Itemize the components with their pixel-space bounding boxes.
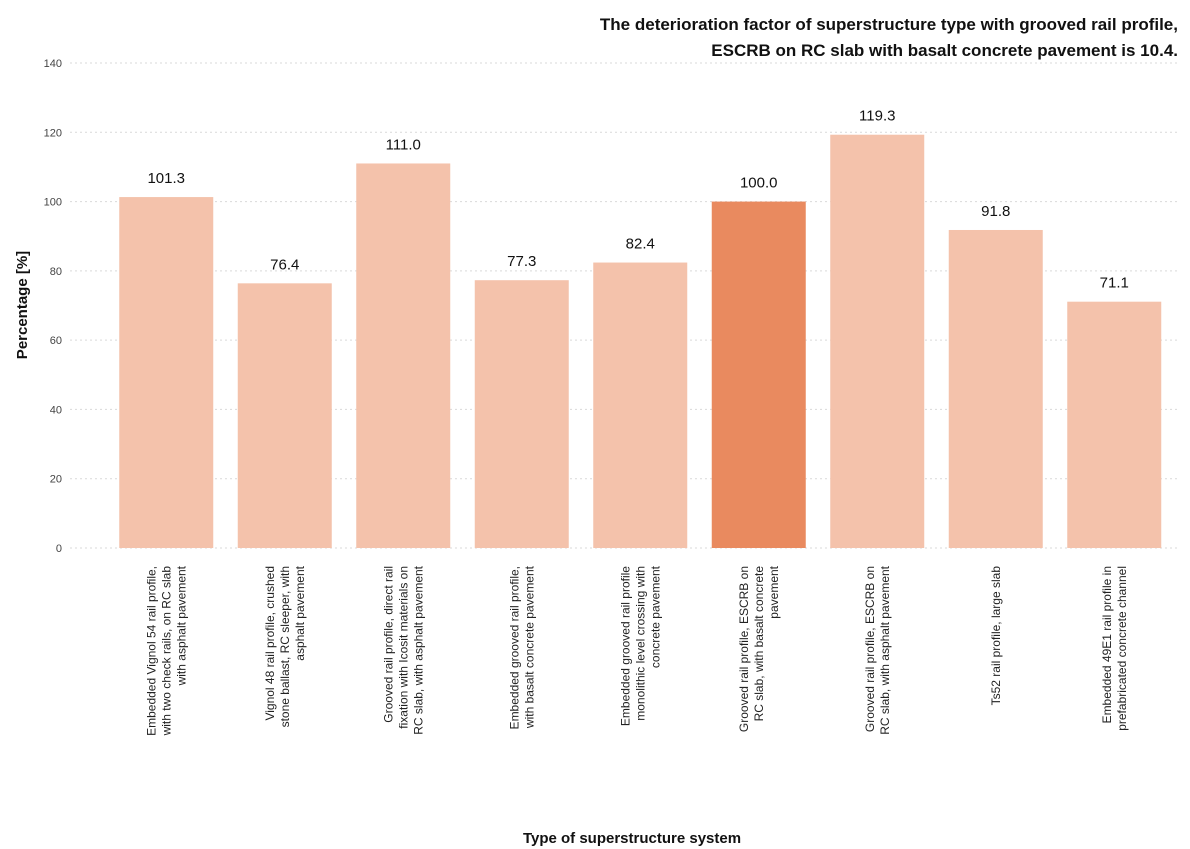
chart-title-line-2: ESCRB on RC slab with basalt concrete pa…: [711, 41, 1178, 60]
x-tick-label-line: Grooved rail profile, ESCRB on: [863, 566, 877, 732]
data-label: 82.4: [626, 236, 655, 253]
x-tick-label-line: monolithic level crossing with: [633, 566, 647, 721]
data-label: 76.4: [270, 256, 299, 273]
x-tick-label-line: Embedded 49E1 rail profile in: [1100, 566, 1114, 723]
x-axis-title: Type of superstructure system: [523, 830, 741, 847]
x-tick-label: Embedded Vignol 54 rail profile, with two…: [144, 565, 188, 736]
data-label: 119.3: [859, 108, 895, 125]
x-tick-label-line: asphalt pavement: [293, 565, 307, 660]
x-tick-label-line: Embedded grooved rail profile: [618, 566, 632, 726]
x-tick-label-line: pavement: [767, 565, 781, 618]
x-tick-label: Vignol 48 rail profile, crushed stone bal…: [263, 565, 307, 727]
y-tick-label: 20: [50, 474, 62, 486]
y-tick-label: 40: [50, 404, 62, 416]
y-axis-ticks: 0 20 40 60 80 100 120 140: [44, 58, 62, 555]
x-tick-label: Grooved rail profile, ESCRB on RC slab, w…: [863, 565, 892, 734]
x-tick-label-line: Ts52 rail profile, large slab: [989, 566, 1003, 706]
x-tick-label-line: RC slab, with basalt concrete: [752, 566, 766, 722]
x-axis-tick-labels: Embedded Vignol 54 rail profile, with two…: [144, 565, 1129, 736]
y-axis-title: Percentage [%]: [14, 251, 31, 359]
data-label: 101.3: [147, 170, 185, 187]
x-tick-label-line: RC slab, with asphalt pavement: [411, 565, 425, 734]
x-tick-label-line: Grooved rail profile, ESCRB on: [737, 566, 751, 732]
bar: [593, 262, 688, 548]
y-tick-label: 140: [44, 58, 62, 70]
y-tick-label: 120: [44, 127, 62, 139]
x-tick-label: Grooved rail profile, direct rail fixatio…: [381, 565, 425, 734]
bar: [474, 280, 569, 548]
chart-title: The deterioration factor of superstructu…: [418, 12, 1178, 64]
x-tick-label: Grooved rail profile, ESCRB on RC slab, w…: [737, 565, 781, 732]
y-tick-label: 60: [50, 335, 62, 347]
x-tick-label-line: with asphalt pavement: [174, 565, 188, 686]
x-tick-label-line: concrete pavement: [648, 565, 662, 668]
data-label: 100.0: [740, 175, 778, 192]
x-tick-label-line: stone ballast, RC sleeper, with: [278, 566, 292, 727]
y-tick-label: 0: [56, 543, 62, 555]
x-tick-label-line: prefabricated concrete channel: [1115, 566, 1129, 731]
data-label: 91.8: [981, 203, 1010, 220]
data-labels: 101.3 76.4 111.0 77.3 82.4 100.0 119.3 91.8 71.1: [147, 108, 1128, 292]
bar: [711, 201, 806, 549]
data-label: 111.0: [386, 136, 421, 153]
chart-title-line-1: The deterioration factor of superstructu…: [599, 15, 1178, 34]
x-tick-label-line: with basalt concrete pavement: [522, 565, 536, 729]
bar: [356, 163, 451, 548]
x-tick-label: Embedded grooved rail profile, with basal…: [507, 565, 536, 729]
x-tick-label: Embedded grooved rail profile monolithic …: [618, 565, 662, 726]
data-label: 71.1: [1100, 275, 1129, 292]
x-tick-label-line: with two check rails, on RC slab: [159, 566, 173, 737]
y-tick-label: 100: [44, 197, 62, 209]
x-tick-label: Embedded 49E1 rail profile in prefabricat…: [1100, 566, 1129, 731]
bar: [830, 134, 925, 549]
x-tick-label-line: Embedded grooved rail profile,: [507, 566, 521, 729]
x-tick-label: Ts52 rail profile, large slab: [989, 566, 1003, 706]
bar: [119, 197, 214, 548]
x-tick-label-line: Embedded Vignol 54 rail profile,: [144, 566, 158, 736]
x-tick-label-line: RC slab, with asphalt pavement: [878, 565, 892, 734]
bar: [237, 283, 332, 548]
data-label: 77.3: [507, 253, 536, 270]
y-tick-label: 80: [50, 266, 62, 278]
bars: [119, 134, 1162, 549]
x-tick-label-line: Grooved rail profile, direct rail: [381, 566, 395, 723]
bar: [1067, 301, 1162, 548]
x-tick-label-line: Vignol 48 rail profile, crushed: [263, 566, 277, 721]
bar: [948, 229, 1043, 548]
x-tick-label-line: fixation with Icosit materials on: [396, 566, 410, 729]
